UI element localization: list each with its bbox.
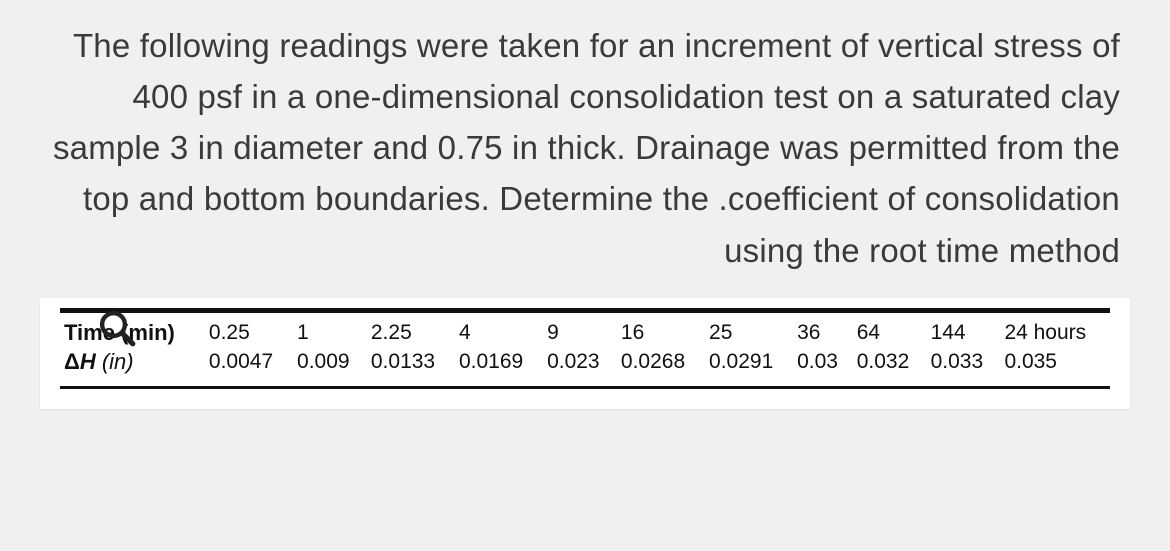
row-header-dh: ΔH (in) (60, 348, 205, 388)
page-container: The following readings were taken for an… (0, 0, 1170, 551)
dh-cell: 0.033 (927, 348, 1001, 388)
problem-statement: The following readings were taken for an… (40, 20, 1130, 298)
time-cell: 24 hours (1000, 311, 1110, 348)
dh-cell: 0.0169 (455, 348, 543, 388)
time-cell: 1 (293, 311, 367, 348)
dh-cell: 0.03 (793, 348, 853, 388)
delta-symbol: Δ (64, 349, 80, 374)
table-row-dh: ΔH (in) 0.0047 0.009 0.0133 0.0169 0.023… (60, 348, 1110, 388)
dh-unit: (in) (102, 349, 134, 374)
time-label: Time (min) (64, 320, 175, 345)
dh-cell: 0.0133 (367, 348, 455, 388)
time-cell: 4 (455, 311, 543, 348)
time-cell: 16 (617, 311, 705, 348)
time-cell: 25 (705, 311, 793, 348)
time-cell: 144 (927, 311, 1001, 348)
time-cell: 64 (853, 311, 927, 348)
dh-cell: 0.0047 (205, 348, 293, 388)
dh-cell: 0.0291 (705, 348, 793, 388)
dh-cell: 0.023 (543, 348, 617, 388)
data-table-wrapper: Time (min) 0.25 1 2.25 4 9 16 25 36 64 (40, 298, 1130, 409)
row-header-time: Time (min) (60, 311, 205, 348)
time-cell: 0.25 (205, 311, 293, 348)
dh-cell: 0.0268 (617, 348, 705, 388)
dh-cell: 0.009 (293, 348, 367, 388)
dh-cell: 0.032 (853, 348, 927, 388)
consolidation-data-table: Time (min) 0.25 1 2.25 4 9 16 25 36 64 (60, 308, 1110, 389)
time-cell: 2.25 (367, 311, 455, 348)
time-cell: 36 (793, 311, 853, 348)
time-cell: 9 (543, 311, 617, 348)
h-symbol: H (80, 349, 96, 374)
table-row-time: Time (min) 0.25 1 2.25 4 9 16 25 36 64 (60, 311, 1110, 348)
dh-cell: 0.035 (1000, 348, 1110, 388)
